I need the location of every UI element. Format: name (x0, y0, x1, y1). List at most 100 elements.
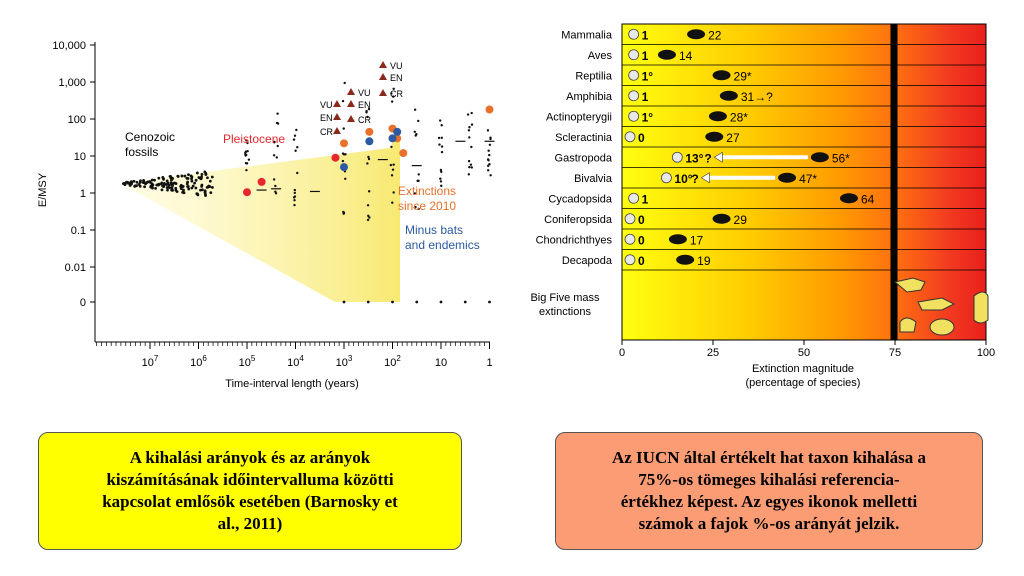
caption-right-line-4: számok a fajok %-os arányát jelzik. (638, 514, 900, 533)
big-five-fossil-icons (893, 277, 989, 336)
rate-dot (467, 159, 471, 163)
rate-dot (487, 149, 490, 152)
threatened-species-icon (676, 254, 695, 265)
rate-dot (488, 163, 491, 166)
fossil-dot (126, 181, 130, 185)
threatened-value-label: 17 (690, 233, 704, 247)
threatened-species-icon (687, 29, 706, 40)
fossil-dot (187, 173, 190, 177)
fossil-dot (167, 183, 171, 187)
rate-dot (276, 144, 279, 148)
minus-label-2: and endemics (405, 238, 480, 252)
question-mark: ? (704, 151, 711, 165)
threatened-value-label: 29* (734, 69, 752, 83)
cenozoic-label-1: Cenozoic (125, 130, 175, 144)
rate-dot (293, 199, 296, 202)
rate-dot (390, 92, 393, 95)
threatened-value-label: 29 (734, 213, 748, 227)
caption-left: A kihalási arányok és az arányok kiszámí… (38, 432, 462, 550)
rate-dot (487, 159, 490, 162)
fossil-dot (149, 185, 153, 189)
cenozoic-label-2: fossils (125, 145, 158, 159)
fossil-dot (170, 188, 174, 192)
fossil-dot (123, 182, 126, 185)
rate-dot (246, 149, 249, 153)
series-point (331, 153, 340, 162)
fossil-dot (166, 188, 169, 192)
current-species-icon (628, 69, 640, 81)
rate-dot (274, 190, 277, 193)
threatened-value-label: 27 (726, 131, 740, 145)
rate-dot (489, 174, 492, 177)
fossil-dot (133, 184, 137, 188)
fossil-dot (135, 180, 139, 184)
ammonite-icon (899, 317, 917, 333)
rate-dot (367, 107, 371, 111)
zero-dot (415, 300, 419, 304)
fossil-dot (170, 176, 173, 180)
threatened-species-icon (839, 193, 858, 204)
confidence-funnel (120, 128, 400, 302)
current-value-label: 1 (642, 90, 649, 104)
rate-dot (488, 143, 492, 146)
fossil-dot (193, 181, 197, 185)
threatened-value-label: 64 (861, 192, 875, 206)
rate-dot (344, 177, 347, 181)
caption-right-line-2: 75%-os tömeges kihalási referencia- (638, 470, 900, 489)
rate-dot (413, 192, 417, 195)
rate-dot (391, 168, 395, 171)
category-label: Chondrichthyes (536, 234, 613, 246)
rate-dot (486, 169, 490, 172)
rate-dot (391, 201, 394, 204)
rate-dot (392, 163, 395, 166)
threatened-species-icon (810, 152, 829, 163)
fossil-dot (161, 175, 165, 179)
x-tick-label: 107 (142, 354, 159, 369)
rate-dot (413, 108, 417, 111)
rate-dot (341, 159, 345, 163)
y-tick-label: 1,000 (58, 77, 86, 89)
fossil-dot (169, 181, 173, 185)
threatened-value-label: 47* (799, 172, 817, 186)
fossil-dot (174, 186, 178, 190)
fossil-dot (199, 188, 202, 192)
iucn-triangle (333, 113, 341, 120)
rate-dot (415, 133, 418, 136)
zero-dot (366, 300, 370, 304)
rate-dot (366, 204, 370, 207)
fossil-dot (138, 180, 142, 184)
fossil-dot (150, 178, 154, 182)
rate-dot (273, 141, 276, 144)
rate-dot (470, 111, 473, 115)
caption-left-line-3: kapcsolat emlősök esetében (Barnosky et (102, 492, 398, 511)
fossil-dot (157, 176, 161, 180)
fossil-dot (170, 186, 174, 190)
fossil-dot (154, 186, 157, 190)
rate-dot (246, 141, 249, 145)
series-point (340, 139, 348, 148)
rate-dot (392, 95, 395, 98)
rate-dot (468, 126, 471, 129)
threatened-species-icon (708, 111, 727, 122)
rate-dot (440, 145, 444, 148)
series-point (243, 188, 251, 197)
threatened-value-label: 22 (708, 28, 722, 42)
fossil-dot (129, 180, 133, 184)
rate-dot (293, 191, 297, 195)
fossil-dot (151, 183, 155, 187)
x-tick-label: 103 (336, 354, 353, 369)
x-tick-label: 50 (798, 347, 810, 359)
category-label: Gastropoda (555, 152, 613, 164)
fossil-dot (196, 193, 200, 197)
fossil-dot (166, 185, 170, 189)
rate-dot (440, 170, 443, 174)
category-label: Bivalvia (574, 173, 613, 185)
fossil-dot (191, 184, 195, 188)
current-value-label: 0 (638, 233, 645, 247)
fossil-dot (194, 178, 198, 182)
rate-dot (392, 191, 395, 194)
iucn-triangle (347, 88, 355, 95)
fossil-dot (187, 187, 191, 191)
fossil-dot (199, 177, 203, 181)
series-point (399, 149, 408, 158)
